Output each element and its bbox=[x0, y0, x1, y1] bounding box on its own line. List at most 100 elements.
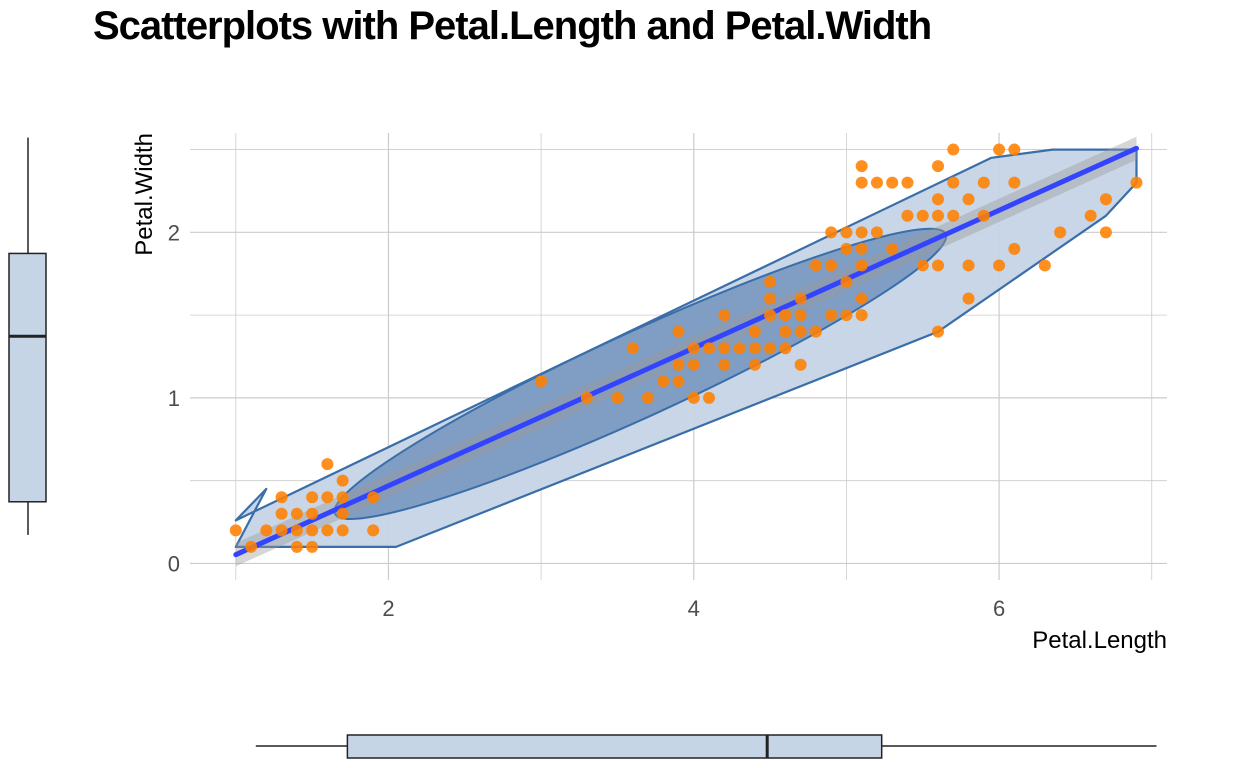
data-point bbox=[336, 474, 349, 487]
data-point bbox=[641, 391, 654, 404]
data-point bbox=[855, 242, 868, 255]
data-point bbox=[855, 226, 868, 239]
data-point bbox=[1130, 176, 1143, 189]
y-tick-label: 1 bbox=[168, 386, 180, 411]
data-point bbox=[748, 325, 761, 338]
data-point bbox=[962, 259, 975, 272]
data-point bbox=[901, 209, 914, 222]
data-point bbox=[794, 292, 807, 305]
data-point bbox=[336, 491, 349, 504]
data-point bbox=[840, 226, 853, 239]
data-point bbox=[886, 176, 899, 189]
data-point bbox=[855, 259, 868, 272]
x-tick-label: 6 bbox=[993, 596, 1005, 621]
data-point bbox=[687, 391, 700, 404]
data-point bbox=[901, 176, 914, 189]
data-point bbox=[336, 524, 349, 537]
data-point bbox=[306, 524, 319, 537]
data-point bbox=[947, 176, 960, 189]
y-axis-label: Petal.Width bbox=[131, 133, 158, 256]
data-point bbox=[809, 325, 822, 338]
data-point bbox=[367, 491, 380, 504]
points-group bbox=[229, 143, 1143, 553]
data-point bbox=[306, 491, 319, 504]
data-point bbox=[840, 276, 853, 288]
data-point bbox=[321, 524, 334, 537]
x-marginal-boxplot bbox=[255, 734, 1157, 759]
data-point bbox=[535, 375, 548, 388]
data-point bbox=[855, 176, 868, 189]
y-tick-label: 0 bbox=[168, 551, 180, 576]
x-tick-label: 2 bbox=[382, 596, 394, 621]
data-point bbox=[687, 358, 700, 371]
data-point bbox=[886, 242, 899, 255]
data-point bbox=[825, 309, 838, 322]
y-box-iqr bbox=[8, 252, 47, 503]
data-point bbox=[825, 259, 838, 272]
data-point bbox=[275, 524, 288, 537]
data-point bbox=[367, 524, 380, 537]
data-point bbox=[932, 325, 945, 338]
data-point bbox=[1008, 176, 1021, 189]
data-point bbox=[1099, 193, 1112, 206]
x-box-iqr bbox=[346, 734, 883, 759]
data-point bbox=[916, 209, 929, 222]
data-point bbox=[794, 309, 807, 322]
data-point bbox=[290, 507, 303, 520]
data-point bbox=[321, 491, 334, 504]
data-point bbox=[855, 160, 868, 173]
data-point bbox=[687, 342, 700, 355]
data-point bbox=[626, 342, 639, 355]
data-point bbox=[321, 458, 334, 471]
chart-title: Scatterplots with Petal.Length and Petal… bbox=[93, 4, 932, 48]
data-point bbox=[229, 524, 242, 537]
data-point bbox=[1038, 259, 1051, 272]
data-point bbox=[703, 391, 716, 404]
data-point bbox=[794, 325, 807, 338]
y-marginal-boxplot bbox=[8, 137, 47, 535]
data-point bbox=[947, 209, 960, 222]
data-point bbox=[290, 540, 303, 553]
data-point bbox=[245, 540, 258, 553]
data-point bbox=[764, 276, 777, 288]
data-point bbox=[962, 292, 975, 305]
data-point bbox=[275, 507, 288, 520]
tick-labels: 2 4 6 0 1 2 bbox=[168, 220, 1005, 621]
data-point bbox=[672, 375, 685, 388]
data-point bbox=[306, 540, 319, 553]
data-point bbox=[932, 193, 945, 206]
data-point bbox=[809, 259, 822, 272]
data-point bbox=[657, 375, 670, 388]
data-point bbox=[977, 209, 990, 222]
data-point bbox=[794, 358, 807, 371]
x-axis-label: Petal.Length bbox=[1032, 627, 1167, 654]
data-point bbox=[1008, 242, 1021, 255]
data-point bbox=[870, 226, 883, 239]
data-point bbox=[932, 259, 945, 272]
data-point bbox=[840, 242, 853, 255]
data-point bbox=[580, 391, 593, 404]
data-point bbox=[733, 342, 746, 355]
data-point bbox=[260, 524, 273, 537]
x-tick-label: 4 bbox=[688, 596, 700, 621]
data-point bbox=[855, 309, 868, 322]
data-point bbox=[764, 342, 777, 355]
data-point bbox=[932, 160, 945, 173]
data-point bbox=[855, 292, 868, 305]
data-point bbox=[916, 259, 929, 272]
data-point bbox=[1084, 209, 1097, 222]
data-point bbox=[993, 143, 1006, 156]
data-point bbox=[993, 259, 1006, 272]
data-point bbox=[1008, 143, 1021, 156]
data-point bbox=[840, 309, 853, 322]
data-point bbox=[611, 391, 624, 404]
data-point bbox=[290, 524, 303, 537]
data-point bbox=[1099, 226, 1112, 239]
data-point bbox=[718, 342, 731, 355]
data-point bbox=[672, 325, 685, 338]
data-point bbox=[947, 143, 960, 156]
data-point bbox=[703, 342, 716, 355]
data-point bbox=[764, 309, 777, 322]
data-point bbox=[779, 309, 792, 322]
